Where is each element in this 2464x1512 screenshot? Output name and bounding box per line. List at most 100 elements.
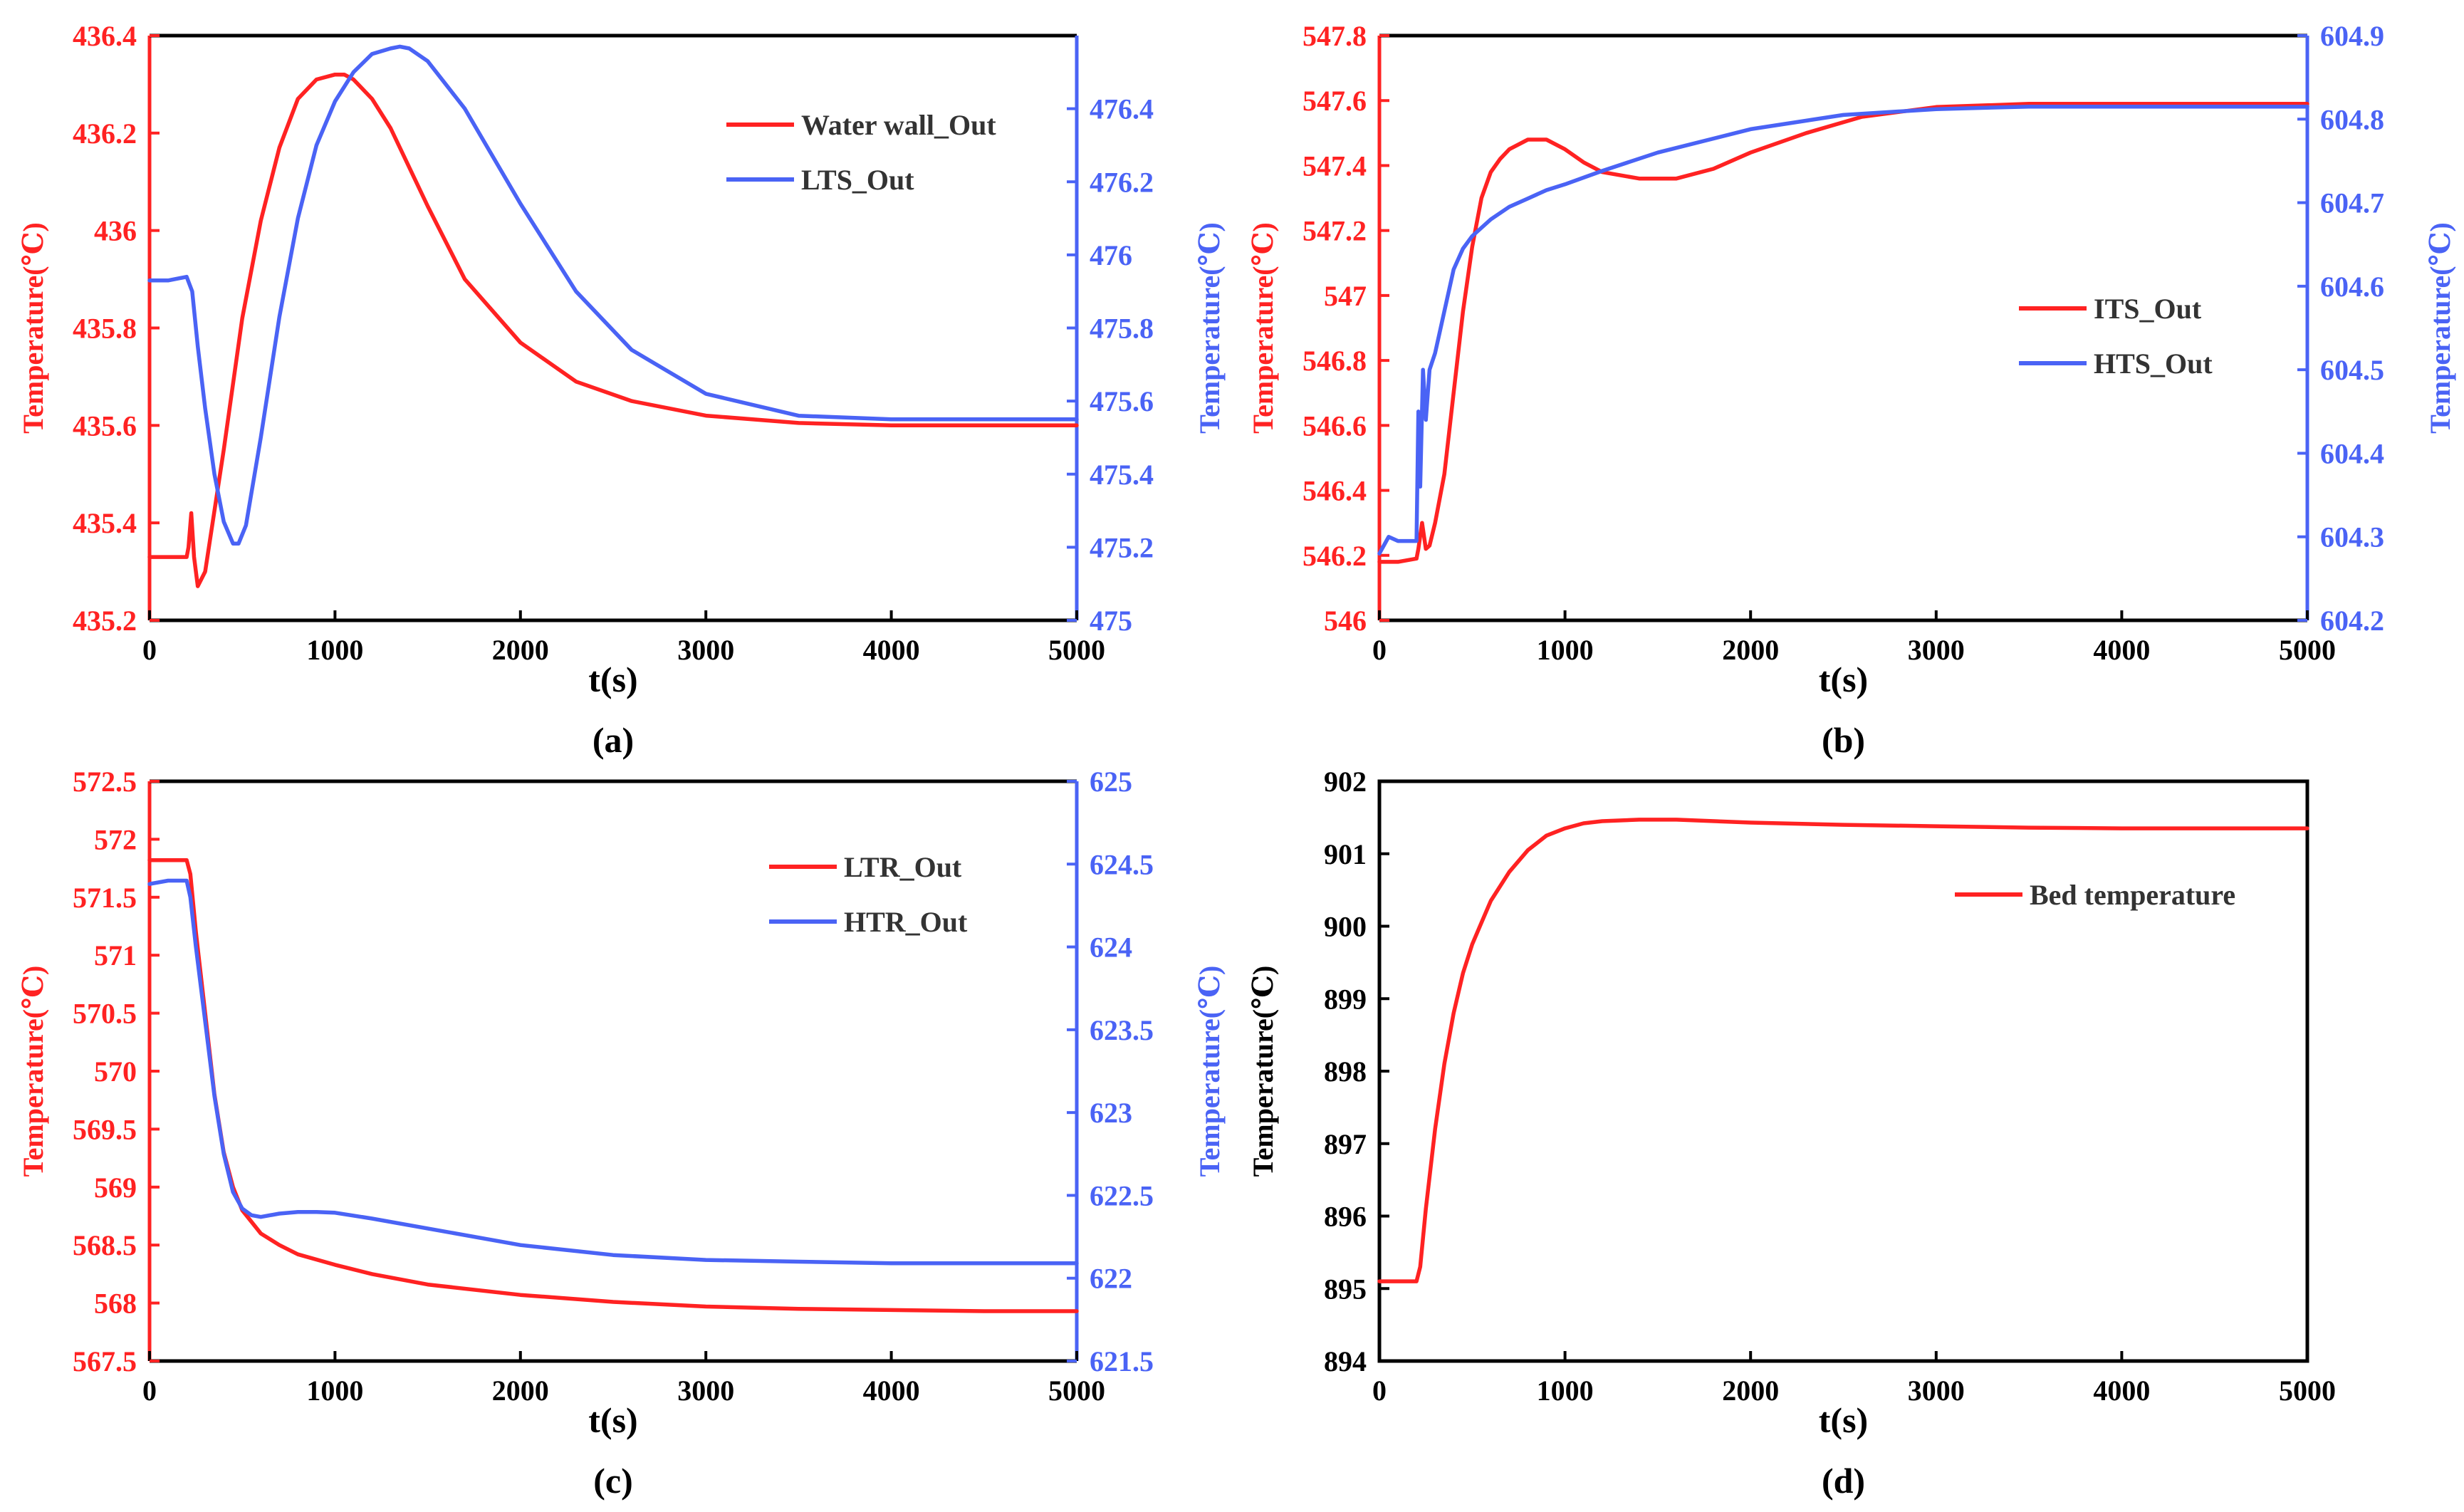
y-left-tick-label: 569.5 bbox=[73, 1113, 137, 1145]
x-tick-label: 3000 bbox=[677, 634, 734, 666]
y-left-tick-label: 569 bbox=[94, 1172, 137, 1204]
y-right-axis-label: Temperature(℃) bbox=[1194, 966, 1226, 1177]
legend-label: LTR_Out bbox=[844, 851, 962, 883]
x-tick-label: 2000 bbox=[492, 634, 549, 666]
chart-d: 0 1000 2000 3000 4000 5000 894 895 896 897 898 899 9… bbox=[1247, 766, 2336, 1501]
y-right-tick-label: 475 bbox=[1090, 605, 1132, 637]
y-right-tick-label: 621.5 bbox=[1090, 1345, 1154, 1377]
y-right-tick-label: 604.6 bbox=[2320, 271, 2384, 303]
x-tick-label: 5000 bbox=[1048, 1375, 1105, 1407]
x-tick-label: 3000 bbox=[1908, 1375, 1965, 1407]
y-left-tick-label: 546.2 bbox=[1303, 540, 1367, 572]
y-left-tick-label: 547.8 bbox=[1303, 20, 1367, 52]
x-tick-label: 5000 bbox=[2279, 1375, 2336, 1407]
x-tick-label: 0 bbox=[1372, 634, 1387, 666]
legend-label: HTR_Out bbox=[844, 906, 968, 938]
series-line-htr-out bbox=[147, 878, 1079, 1266]
y-left-tick-label: 901 bbox=[1324, 838, 1367, 870]
x-tick-label: 5000 bbox=[2279, 634, 2336, 666]
y-right-tick-label: 476 bbox=[1090, 239, 1132, 271]
plot-frame bbox=[1377, 779, 2309, 1363]
x-axis-label: t(s) bbox=[1819, 659, 1868, 699]
y-left-tick-label: 900 bbox=[1324, 911, 1367, 943]
y-left-tick-label: 547.4 bbox=[1303, 150, 1367, 182]
y-left-tick-label: 902 bbox=[1324, 766, 1367, 798]
y-left-tick-label: 898 bbox=[1324, 1055, 1367, 1088]
y-left-tick-label: 568 bbox=[94, 1288, 137, 1320]
x-tick-label: 4000 bbox=[863, 634, 920, 666]
y-left-tick-label: 435.6 bbox=[73, 410, 137, 442]
y-left-tick-label: 547 bbox=[1324, 280, 1367, 312]
y-right-tick-label: 476.4 bbox=[1090, 93, 1154, 125]
chart-c: 0 1000 2000 3000 4000 5000 567.5 568 568.5 569 569… bbox=[17, 766, 1226, 1501]
y-left-tick-label: 895 bbox=[1324, 1273, 1367, 1305]
y-left-tick-label: 571 bbox=[94, 939, 137, 971]
y-left-tick-label: 435.2 bbox=[73, 605, 137, 637]
y-right-tick-label: 604.9 bbox=[2320, 20, 2384, 52]
legend-label: ITS_Out bbox=[2094, 293, 2202, 325]
x-tick-label: 1000 bbox=[306, 634, 363, 666]
x-axis-label: t(s) bbox=[588, 1400, 637, 1440]
y-left-tick-label: 546 bbox=[1324, 605, 1367, 637]
y-right-tick-label: 604.8 bbox=[2320, 103, 2384, 135]
y-right-tick-label: 604.4 bbox=[2320, 437, 2384, 469]
y-left-tick-label: 546.4 bbox=[1303, 475, 1367, 507]
y-right-axis-label: Temperature(℃) bbox=[1194, 222, 1226, 434]
y-left-tick-label: 546.8 bbox=[1303, 345, 1367, 377]
y-left-tick-label: 547.6 bbox=[1303, 85, 1367, 117]
panel-caption: (d) bbox=[1822, 1461, 1865, 1501]
x-tick-label: 1000 bbox=[1537, 634, 1594, 666]
y-right-tick-label: 622.5 bbox=[1090, 1179, 1154, 1211]
y-right-tick-label: 475.6 bbox=[1090, 385, 1154, 417]
x-tick-label: 3000 bbox=[677, 1375, 734, 1407]
y-left-tick-label: 436.2 bbox=[73, 118, 137, 150]
x-axis-label: t(s) bbox=[588, 659, 637, 699]
x-tick-label: 2000 bbox=[492, 1375, 549, 1407]
y-right-tick-label: 604.3 bbox=[2320, 521, 2384, 553]
x-tick-label: 0 bbox=[142, 634, 157, 666]
y-left-axis-label: Temperature(℃) bbox=[1247, 222, 1279, 434]
chart-b: 0 1000 2000 3000 4000 5000 546 546.2 546.4 546.6 5… bbox=[1247, 20, 2456, 760]
y-left-tick-label: 572.5 bbox=[73, 766, 137, 798]
panel-caption: (a) bbox=[592, 720, 634, 760]
series-line-hts-out bbox=[1377, 104, 2309, 556]
y-left-tick-label: 897 bbox=[1324, 1128, 1367, 1160]
series-line-lts-out bbox=[147, 44, 1079, 546]
y-right-tick-label: 604.7 bbox=[2320, 187, 2384, 219]
y-right-tick-label: 475.2 bbox=[1090, 531, 1154, 563]
y-left-tick-label: 547.2 bbox=[1303, 215, 1367, 247]
y-right-tick-label: 604.5 bbox=[2320, 354, 2384, 386]
y-left-tick-label: 567.5 bbox=[73, 1345, 137, 1377]
y-right-tick-label: 624 bbox=[1090, 932, 1132, 964]
series-line-bed-temperature bbox=[1377, 818, 2309, 1283]
y-left-tick-label: 570 bbox=[94, 1055, 137, 1088]
panel-caption: (b) bbox=[1822, 720, 1865, 760]
legend-label: HTS_Out bbox=[2094, 348, 2213, 380]
y-left-tick-label: 546.6 bbox=[1303, 410, 1367, 442]
y-right-tick-label: 622 bbox=[1090, 1263, 1132, 1295]
y-right-tick-label: 623 bbox=[1090, 1097, 1132, 1129]
x-tick-label: 3000 bbox=[1908, 634, 1965, 666]
y-left-tick-label: 570.5 bbox=[73, 998, 137, 1030]
y-right-tick-label: 475.8 bbox=[1090, 313, 1154, 345]
y-left-axis-label: Temperature(℃) bbox=[1247, 966, 1279, 1177]
x-tick-label: 4000 bbox=[2093, 1375, 2150, 1407]
y-left-tick-label: 894 bbox=[1324, 1345, 1367, 1377]
x-tick-label: 4000 bbox=[863, 1375, 920, 1407]
y-left-axis-label: Temperature(℃) bbox=[17, 222, 49, 434]
x-tick-label: 1000 bbox=[306, 1375, 363, 1407]
y-left-tick-label: 568.5 bbox=[73, 1229, 137, 1261]
y-left-tick-label: 572 bbox=[94, 823, 137, 855]
y-left-axis-label: Temperature(℃) bbox=[17, 966, 49, 1177]
y-left-tick-label: 435.4 bbox=[73, 507, 137, 539]
y-left-tick-label: 899 bbox=[1324, 983, 1367, 1015]
y-left-tick-label: 436 bbox=[94, 215, 137, 247]
chart-a: 0 1000 2000 3000 4000 5000 435.2 435.4 435.6 435.… bbox=[17, 20, 1226, 760]
x-tick-label: 2000 bbox=[1722, 634, 1779, 666]
series-line-its-out bbox=[1377, 102, 2309, 564]
legend-label: LTS_Out bbox=[801, 164, 914, 196]
y-left-tick-label: 435.8 bbox=[73, 313, 137, 345]
y-left-tick-label: 571.5 bbox=[73, 882, 137, 914]
y-left-tick-label: 896 bbox=[1324, 1201, 1367, 1233]
